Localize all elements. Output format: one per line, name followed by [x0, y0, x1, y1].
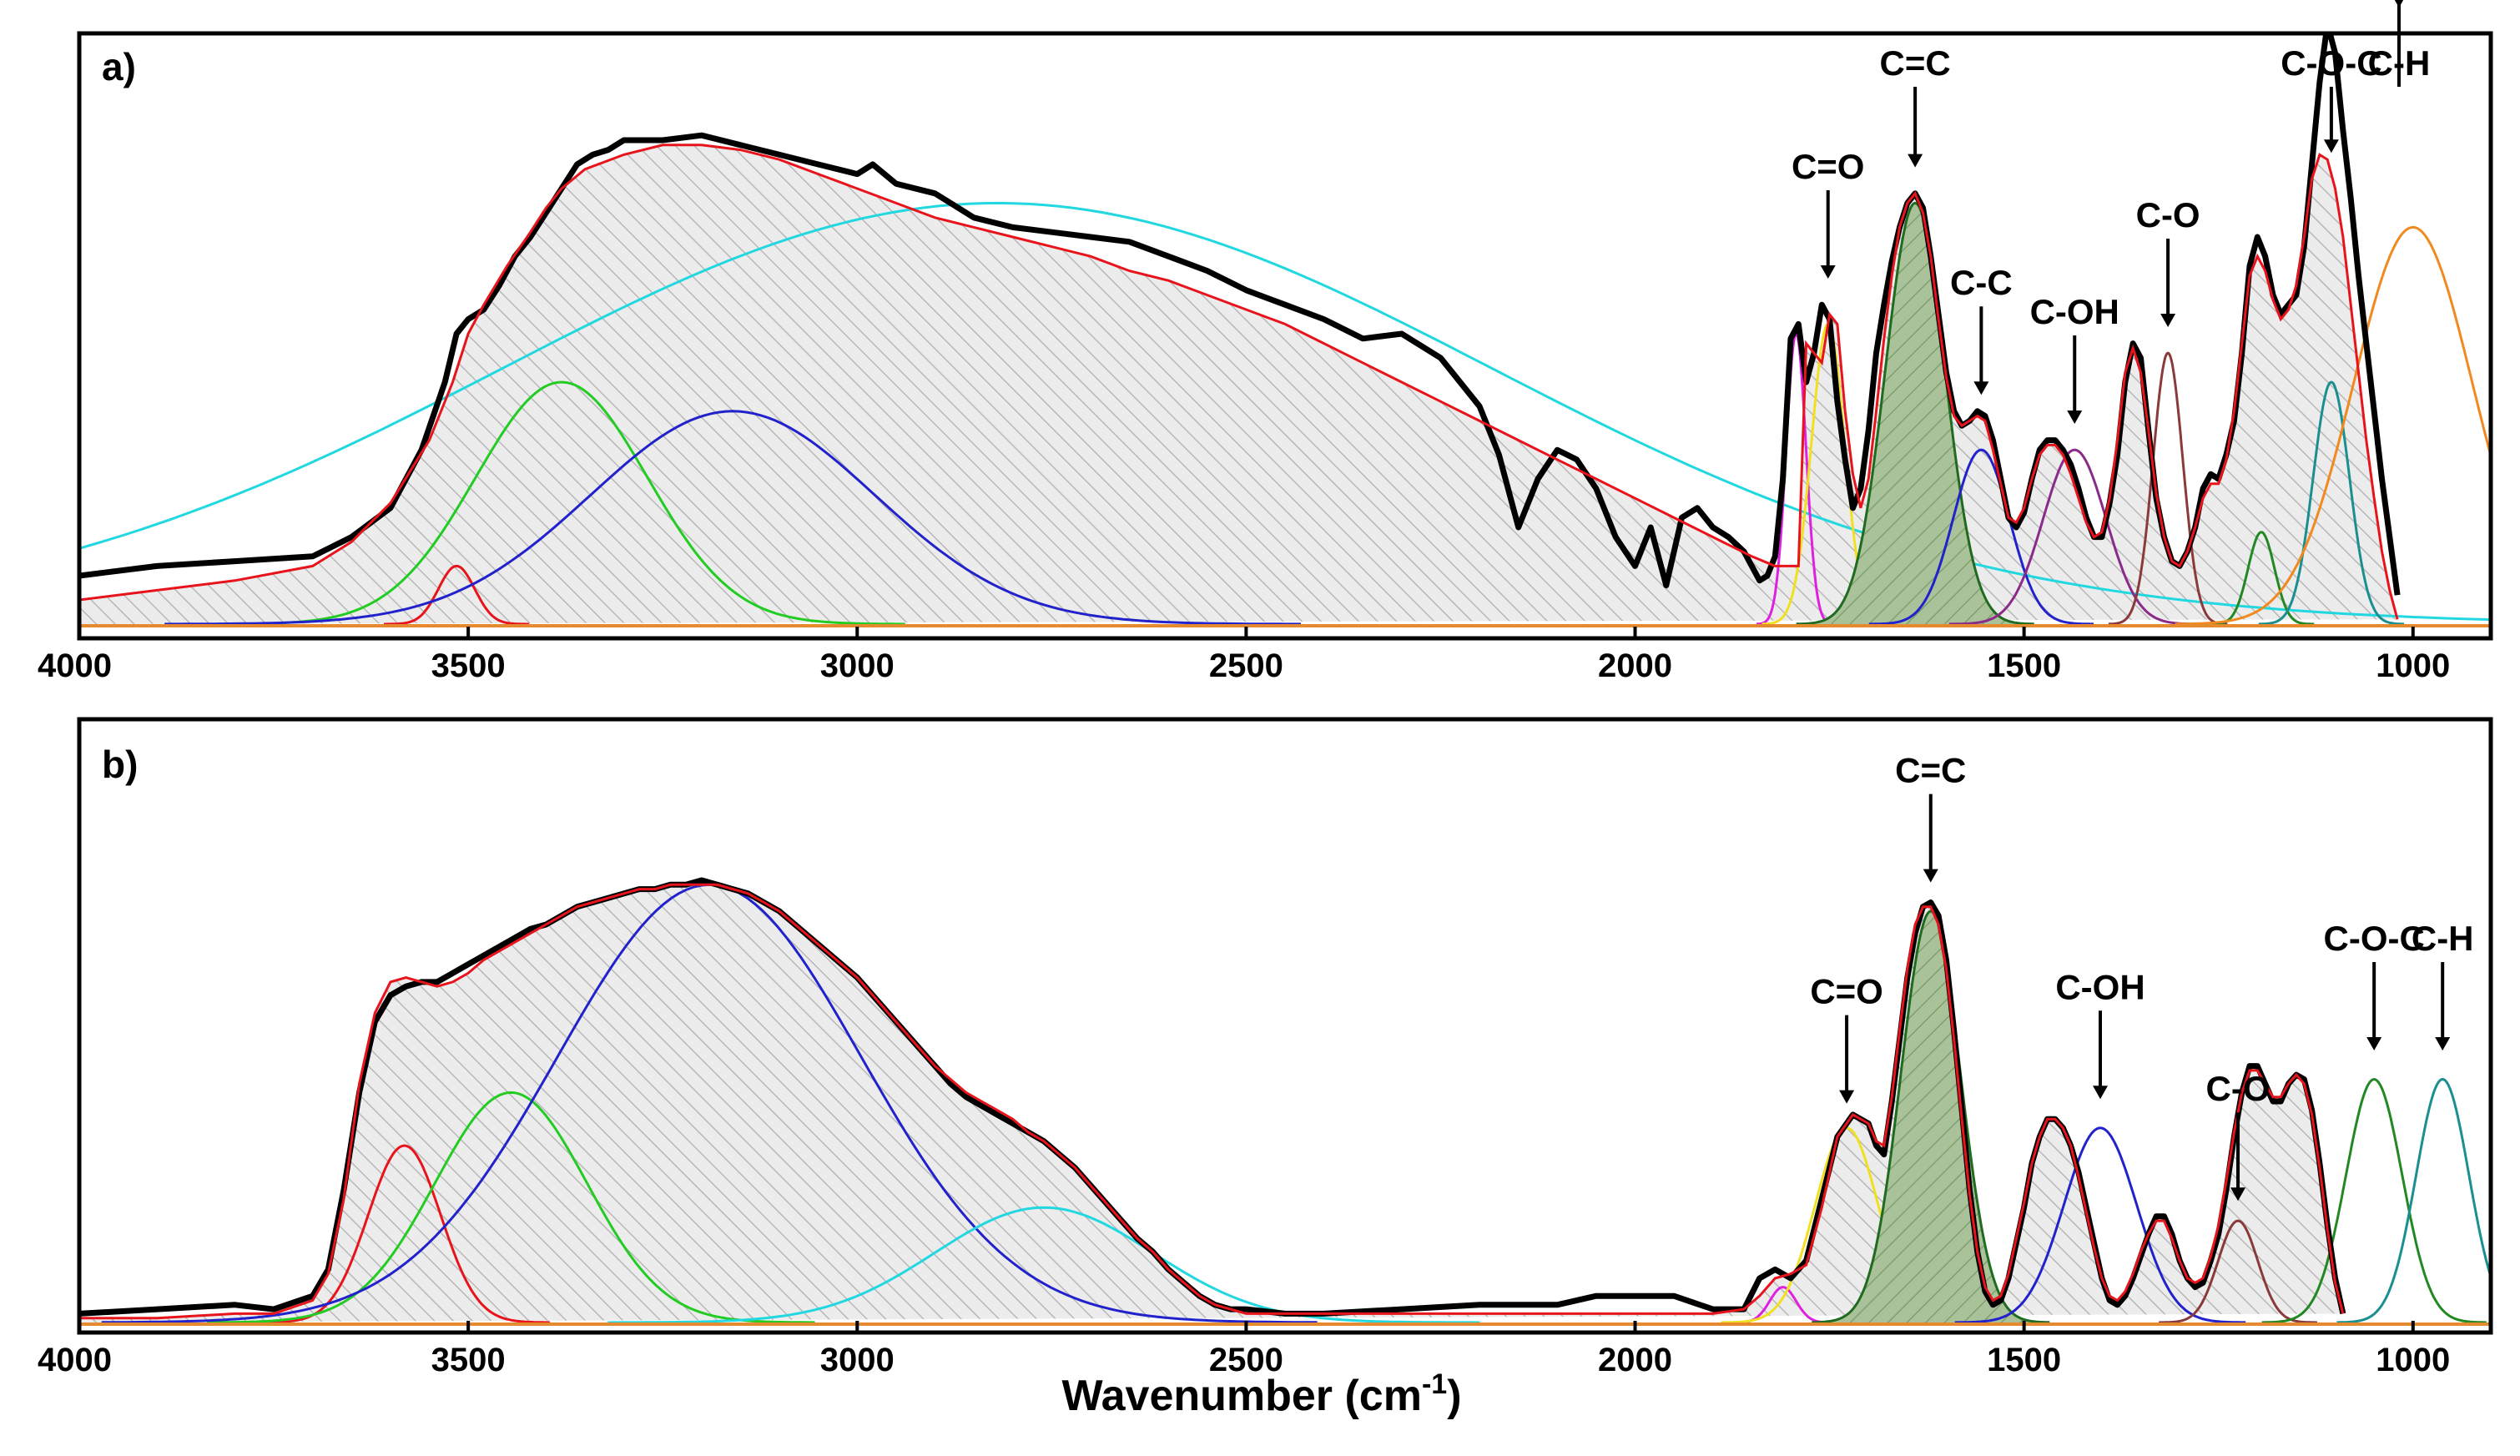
band-label: C=O: [1792, 147, 1865, 186]
x-tick-label: 2500: [1209, 647, 1283, 684]
panel-a-plot: [79, 33, 2491, 627]
x-tick-label: 1500: [1987, 1342, 2061, 1378]
band-arrow-head: [1839, 1090, 1855, 1104]
panel-b: b) 4000 3500 3000 2500 2000 1500 1000 C=O C=C C-…: [38, 717, 2493, 1378]
component-curve: [79, 201, 2491, 622]
component-curve: [2258, 380, 2404, 626]
band-arrow-head: [1923, 869, 1938, 883]
component-curve: [207, 1091, 815, 1324]
band-label: C-OH: [2055, 967, 2145, 1006]
band-arrow-head: [2366, 1037, 2382, 1050]
component-curve: [1948, 448, 2200, 626]
band-label: C-O: [2136, 195, 2200, 234]
x-tick-label: 4000: [38, 1342, 112, 1378]
band-arrow-head: [2435, 1037, 2451, 1050]
component-curve: [2175, 225, 2491, 626]
panel-b-band-labels: C=O C=C C-OH C-O C-O-CC-H: [1810, 751, 2474, 1202]
fit-envelope: [79, 144, 2399, 620]
band-label: C-H: [2412, 919, 2474, 958]
x-axis-label-end: ): [1447, 1372, 1461, 1420]
x-tick-label: 2500: [1209, 1342, 1283, 1378]
band-label: C=O: [1810, 972, 1883, 1011]
panel-a-label: a): [102, 45, 136, 88]
panel-b-label: b): [102, 743, 138, 786]
fit-area-hatch: [79, 144, 2398, 625]
band-label: C-OH: [2030, 292, 2119, 331]
shaded-component-fill: [1796, 203, 2034, 624]
band-label: C-O-C: [2281, 43, 2381, 83]
component-curve: [384, 564, 530, 626]
x-tick-label: 1500: [1987, 647, 2061, 684]
component-curve: [218, 380, 905, 626]
x-tick-label: 2000: [1598, 647, 1672, 684]
panel-b-plot: [79, 877, 2491, 1326]
band-label: C=C: [1880, 43, 1951, 83]
band-arrow-head: [2160, 314, 2176, 327]
band-arrow-head: [2323, 139, 2339, 154]
band-arrow-head: [2093, 1086, 2109, 1100]
x-axis-label-main: Wavenumber (cm: [1061, 1372, 1422, 1420]
component-curve: [1954, 1126, 2246, 1324]
fit-area-hatch: [79, 884, 2343, 1322]
component-curve: [1812, 909, 2050, 1324]
experimental-spectrum: [79, 33, 2401, 596]
band-arrow-head: [1973, 381, 1989, 395]
panel-a-band-labels: C=OC=CC-CC-OHC-OC-O-CC-H: [1792, 0, 2430, 424]
component-curve: [1868, 448, 2094, 626]
band-label: C-O: [2206, 1069, 2271, 1108]
x-axis-label-sup: -1: [1422, 1368, 1447, 1400]
band-arrow-head: [2067, 411, 2083, 424]
band-arrow-head: [2230, 1187, 2246, 1202]
band-label: C-C: [1950, 263, 2013, 302]
component-curve: [2108, 351, 2228, 626]
fit-envelope: [79, 883, 2345, 1320]
component-curve: [607, 1206, 1480, 1324]
band-arrow-head: [1908, 154, 1923, 168]
panel-a-ticks: 4000 3500 3000 2500 2000 1500 1000: [38, 627, 2450, 684]
component-curve: [2336, 1077, 2491, 1324]
band-arrow-head: [1820, 265, 1836, 279]
x-tick-label: 3000: [820, 1342, 895, 1378]
panel-b-frame: [77, 717, 2493, 1335]
band-label: C-O-C: [2324, 919, 2425, 958]
x-axis-label: Wavenumber (cm-1): [1061, 1368, 1461, 1420]
x-tick-label: 1000: [2376, 1342, 2450, 1378]
band-label: C=C: [1895, 751, 1966, 790]
component-curve: [2261, 1077, 2487, 1324]
x-tick-label: 3500: [431, 1342, 506, 1378]
shaded-component-fill: [1812, 911, 2050, 1322]
x-tick-label: 3500: [431, 647, 506, 684]
panel-a: a) 4000 3500 3000 2500 2000 1500 1000 C=O C=C C-…: [38, 0, 2493, 684]
x-tick-label: 3000: [820, 647, 895, 684]
band-arrow-head: [2394, 0, 2404, 8]
component-curve: [164, 410, 1301, 626]
component-curve: [259, 1144, 550, 1324]
component-curve: [1796, 201, 2034, 626]
x-tick-label: 4000: [38, 647, 112, 684]
panel-a-frame: [77, 31, 2493, 641]
x-tick-label: 2000: [1598, 1342, 1672, 1378]
panel-b-ticks: 4000 3500 3000 2500 2000 1500 1000: [38, 1321, 2450, 1378]
x-tick-label: 1000: [2376, 647, 2450, 684]
